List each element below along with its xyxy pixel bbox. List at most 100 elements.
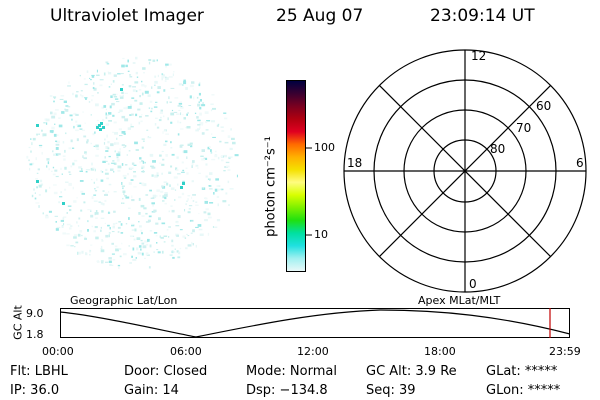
image-speckle xyxy=(127,173,129,176)
image-speckle xyxy=(141,146,144,149)
image-speckle xyxy=(84,122,86,124)
color-scale-tick-100: 100 xyxy=(314,141,335,154)
image-speckle xyxy=(156,59,158,62)
image-speckle xyxy=(104,222,106,224)
image-speckle xyxy=(171,239,174,243)
image-speckle xyxy=(163,115,165,118)
image-speckle xyxy=(119,255,122,258)
image-speckle xyxy=(48,210,52,213)
image-speckle xyxy=(121,131,126,134)
image-speckle xyxy=(186,156,188,159)
image-speckle xyxy=(162,200,165,202)
image-speckle xyxy=(149,189,152,192)
image-speckle xyxy=(156,172,159,175)
orbit-y-min: 1.8 xyxy=(26,328,44,341)
image-speckle xyxy=(121,84,124,86)
image-speckle xyxy=(187,143,192,146)
image-speckle xyxy=(138,212,141,215)
image-speckle xyxy=(214,150,217,153)
image-speckle xyxy=(84,151,87,154)
image-speckle xyxy=(73,112,77,115)
image-speckle xyxy=(108,257,112,260)
image-speckle xyxy=(30,138,32,140)
image-speckle xyxy=(199,112,202,116)
image-speckle xyxy=(78,166,82,169)
image-speckle xyxy=(113,121,117,124)
image-speckle xyxy=(213,192,215,195)
image-speckle xyxy=(225,161,230,164)
image-speckle xyxy=(105,192,108,194)
image-speckle xyxy=(72,162,75,166)
image-speckle xyxy=(141,160,144,163)
image-speckle xyxy=(73,200,77,203)
image-speckle xyxy=(210,152,213,154)
image-speckle xyxy=(181,171,185,173)
image-speckle xyxy=(158,217,161,221)
image-speckle xyxy=(77,124,82,128)
image-speckle xyxy=(61,225,64,228)
image-speckle xyxy=(122,94,124,97)
image-speckle xyxy=(177,256,181,259)
image-speckle xyxy=(149,153,154,157)
image-speckle xyxy=(95,103,99,107)
image-speckle xyxy=(66,244,70,247)
image-speckle xyxy=(103,142,106,145)
image-speckle xyxy=(139,157,142,160)
image-speckle xyxy=(214,226,218,228)
door-readout: Door: Closed xyxy=(124,364,208,379)
image-speckle xyxy=(142,170,145,173)
image-speckle xyxy=(199,122,204,125)
image-speckle xyxy=(76,221,78,224)
image-speckle xyxy=(192,88,194,90)
image-speckle xyxy=(195,244,197,248)
image-speckle xyxy=(145,221,150,223)
image-speckle xyxy=(176,250,179,253)
image-speckle xyxy=(38,194,41,196)
image-speckle xyxy=(182,180,185,183)
image-speckle xyxy=(120,73,124,75)
image-speckle xyxy=(156,249,159,251)
image-speckle xyxy=(91,162,93,166)
image-speckle xyxy=(96,74,100,76)
image-speckle xyxy=(105,150,109,152)
image-speckle xyxy=(217,188,221,191)
image-speckle xyxy=(131,162,135,165)
image-speckle xyxy=(175,169,179,171)
image-speckle xyxy=(131,199,135,202)
image-speckle xyxy=(192,229,195,233)
image-speckle xyxy=(161,250,164,254)
image-bright-spot xyxy=(62,202,65,205)
image-speckle xyxy=(117,169,121,172)
image-speckle xyxy=(121,115,126,119)
image-speckle xyxy=(90,114,92,116)
image-speckle xyxy=(154,75,157,78)
image-speckle xyxy=(50,111,53,115)
image-speckle xyxy=(158,162,162,164)
image-speckle xyxy=(151,202,155,205)
image-speckle xyxy=(106,63,110,65)
image-speckle xyxy=(141,92,144,96)
image-speckle xyxy=(129,104,132,107)
image-speckle xyxy=(79,180,84,182)
image-speckle xyxy=(55,147,59,150)
image-speckle xyxy=(116,137,118,140)
image-speckle xyxy=(174,189,177,191)
image-speckle xyxy=(141,84,145,87)
image-speckle xyxy=(114,142,116,145)
image-speckle xyxy=(128,245,130,247)
image-speckle xyxy=(112,225,115,229)
image-speckle xyxy=(165,154,168,157)
image-speckle xyxy=(181,161,184,164)
image-speckle xyxy=(188,105,192,106)
image-speckle xyxy=(154,196,157,199)
image-speckle xyxy=(67,205,72,207)
image-speckle xyxy=(174,97,179,99)
image-speckle xyxy=(178,102,183,105)
image-speckle xyxy=(127,106,132,109)
image-speckle xyxy=(174,248,176,250)
image-speckle xyxy=(225,192,228,195)
image-speckle xyxy=(132,89,136,92)
image-speckle xyxy=(222,200,227,203)
image-speckle xyxy=(212,107,216,110)
image-speckle xyxy=(109,105,112,109)
